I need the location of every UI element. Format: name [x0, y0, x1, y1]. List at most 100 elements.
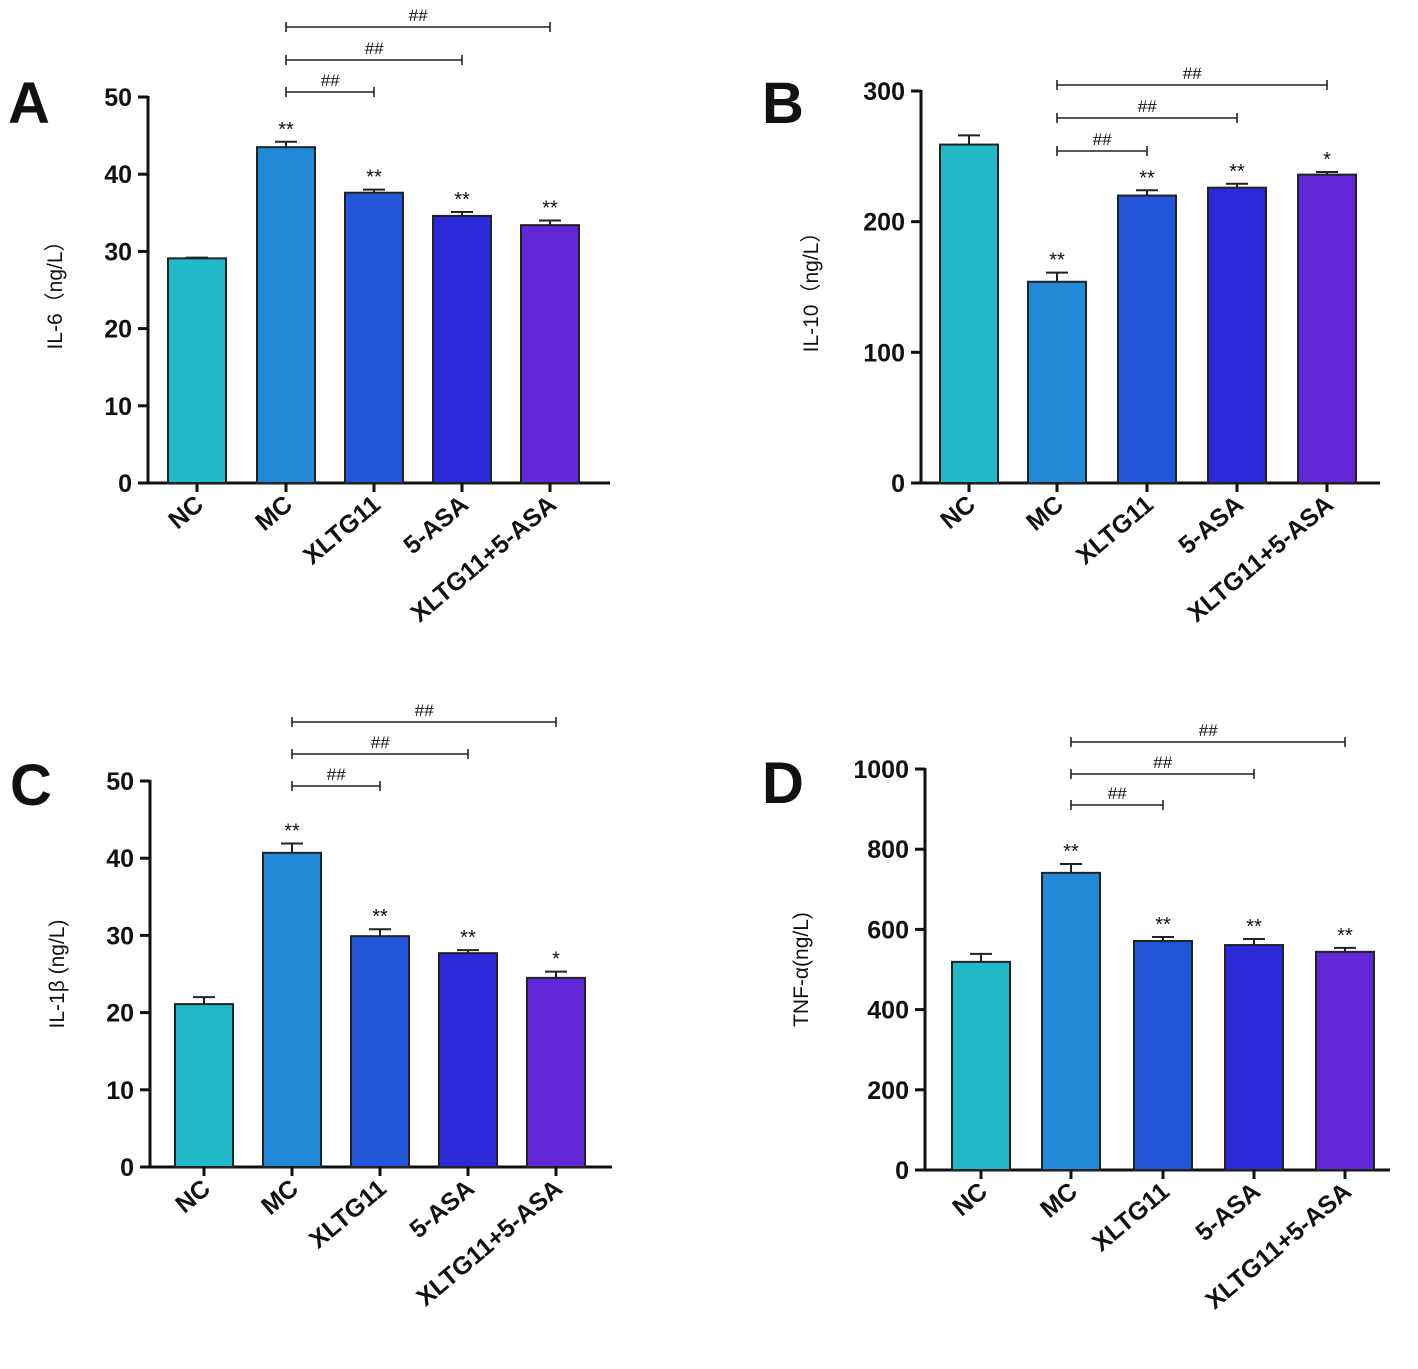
x-tick-label: MC [250, 490, 298, 536]
comparison-label: ## [1108, 784, 1127, 803]
y-tick-label: 40 [106, 845, 134, 873]
y-tick-label: 20 [104, 316, 132, 344]
comparison-label: ## [1183, 64, 1202, 83]
comparison-label: ## [1138, 97, 1157, 116]
y-tick-label: 0 [891, 470, 905, 498]
y-tick-label: 1000 [853, 756, 909, 784]
significance-label: ** [460, 927, 476, 949]
bar-XLTG11+5-ASA [1297, 173, 1357, 484]
bar-XLTG11+5-ASA [526, 976, 586, 1168]
bar-5-ASA [1207, 186, 1267, 484]
bar-MC [256, 146, 316, 484]
x-tick-label: NC [935, 490, 981, 535]
bar-XLTG11 [350, 935, 410, 1168]
significance-label: ** [454, 189, 470, 211]
comparison-label: ## [1093, 130, 1112, 149]
significance-label: ** [366, 167, 382, 189]
significance-label: ** [1063, 841, 1079, 863]
bar-MC [1041, 871, 1101, 1171]
bar-XLTG11+5-ASA [1315, 950, 1375, 1172]
y-tick-label: 10 [106, 1077, 134, 1105]
comparison-label: ## [365, 39, 384, 58]
significance-label: ** [1139, 167, 1155, 189]
significance-label: ** [278, 119, 294, 141]
panel-letter: A [8, 71, 50, 136]
y-tick-label: 30 [106, 922, 134, 950]
panel-letter: D [762, 751, 804, 816]
x-tick-label: XLTG11 [1087, 1177, 1175, 1257]
significance-label: ** [372, 906, 388, 928]
x-tick-label: MC [1021, 490, 1069, 536]
x-tick-label: MC [1035, 1177, 1083, 1223]
y-tick-label: 600 [867, 916, 909, 944]
x-tick-label: NC [170, 1174, 216, 1219]
significance-label: ** [1049, 250, 1065, 272]
bar-MC [262, 851, 322, 1169]
x-tick-label: 5-ASA [398, 490, 473, 560]
panel-A: A 0 10 20 30 40 50 IL-6（ng/L） NC ** MC ** XLTG11 ** 5-… [8, 6, 610, 628]
x-tick-label: MC [256, 1174, 304, 1220]
comparison-label: ## [415, 701, 434, 720]
comparison-label: ## [371, 733, 390, 752]
x-tick-label: 5-ASA [1173, 490, 1248, 560]
significance-label: ** [1246, 916, 1262, 938]
panel-D: D 0 200 400 600 800 1000 TNF-α(ng/L) NC ** MC ** XLT… [762, 721, 1390, 1315]
y-axis-label: IL-10（ng/L） [800, 222, 823, 353]
y-tick-label: 100 [863, 339, 905, 367]
y-tick-label: 30 [104, 238, 132, 266]
x-tick-label: XLTG11 [304, 1174, 392, 1254]
bar-NC [167, 257, 227, 484]
bar-MC [1027, 280, 1087, 485]
y-tick-label: 10 [104, 393, 132, 421]
panel-B: B 0 100 200 300 IL-10（ng/L） NC ** MC ** XLTG11 ** 5-… [762, 64, 1380, 628]
x-tick-label: XLTG11+5-ASA [405, 490, 562, 628]
y-tick-label: 50 [106, 768, 134, 796]
bar-XLTG11 [1133, 940, 1193, 1171]
y-tick-label: 20 [106, 1000, 134, 1028]
y-axis-label: TNF-α(ng/L) [790, 912, 813, 1027]
comparison-label: ## [409, 6, 428, 25]
bar-XLTG11+5-ASA [520, 224, 580, 484]
significance-label: * [1323, 149, 1331, 171]
y-tick-label: 400 [867, 997, 909, 1025]
bar-NC [939, 143, 999, 484]
bar-5-ASA [1224, 944, 1284, 1171]
y-tick-label: 800 [867, 836, 909, 864]
bar-XLTG11 [1117, 194, 1177, 485]
x-tick-label: XLTG11+5-ASA [411, 1174, 568, 1312]
y-tick-label: 0 [120, 1154, 134, 1182]
x-tick-label: 5-ASA [1190, 1177, 1265, 1247]
bar-NC [951, 960, 1011, 1171]
significance-label: ** [1337, 925, 1353, 947]
comparison-label: ## [321, 71, 340, 90]
bar-5-ASA [432, 214, 492, 484]
y-tick-label: 0 [118, 470, 132, 498]
x-tick-label: XLTG11 [298, 490, 386, 570]
panel-letter: C [10, 753, 52, 818]
y-axis-label: IL-6（ng/L） [44, 230, 67, 349]
significance-label: ** [542, 198, 558, 220]
y-tick-label: 0 [895, 1157, 909, 1185]
bar-NC [174, 1003, 234, 1168]
y-tick-label: 200 [863, 209, 905, 237]
y-tick-label: 300 [863, 78, 905, 106]
x-tick-label: NC [163, 490, 209, 535]
y-tick-label: 40 [104, 161, 132, 189]
y-tick-label: 200 [867, 1077, 909, 1105]
comparison-label: ## [1199, 721, 1218, 740]
significance-label: ** [1229, 161, 1245, 183]
y-axis-label: IL-1β (ng/L) [46, 920, 69, 1029]
x-tick-label: 5-ASA [404, 1174, 479, 1244]
x-tick-label: XLTG11 [1071, 490, 1159, 570]
comparison-label: ## [1153, 753, 1172, 772]
significance-label: ** [284, 821, 300, 843]
y-tick-label: 50 [104, 84, 132, 112]
x-tick-label: NC [947, 1177, 993, 1222]
significance-label: ** [1155, 914, 1171, 936]
comparison-label: ## [327, 765, 346, 784]
panel-letter: B [762, 71, 804, 136]
significance-label: * [552, 949, 560, 971]
bar-XLTG11 [344, 191, 404, 484]
